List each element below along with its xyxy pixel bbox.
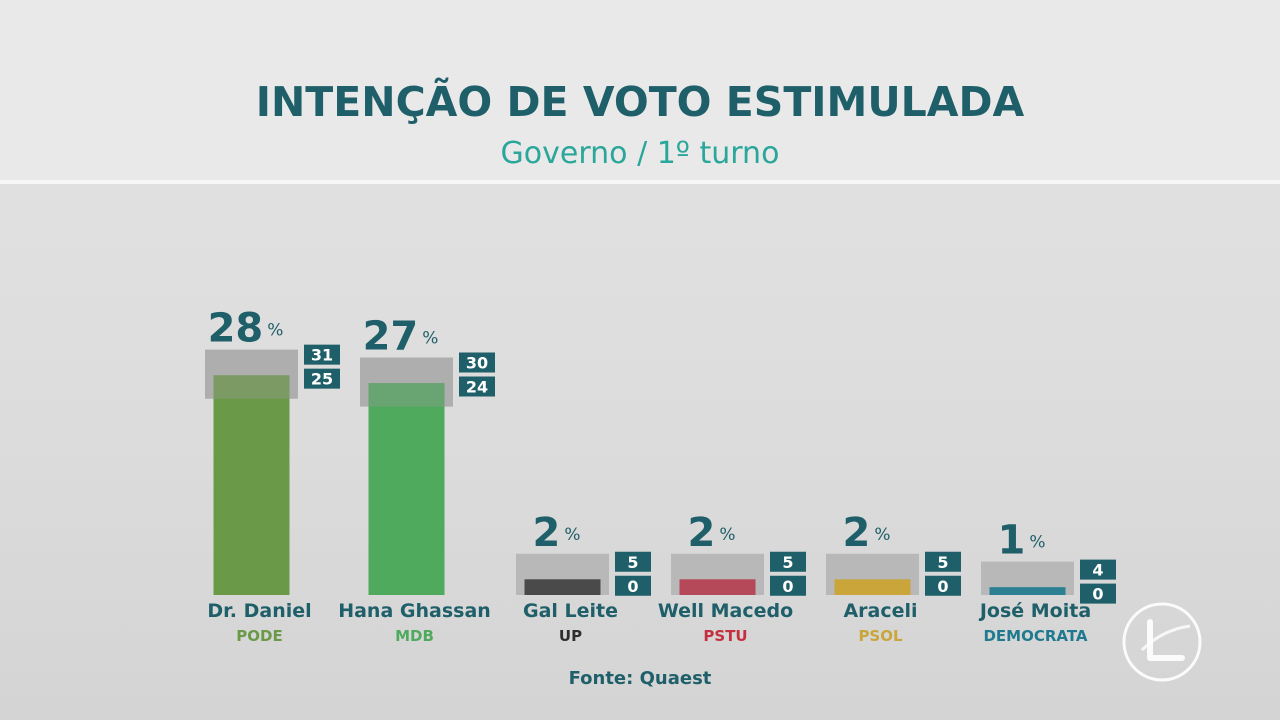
error-band-overlay [205, 349, 298, 399]
header-divider [0, 180, 1280, 184]
data-label: 2% [533, 510, 581, 556]
category-label: Hana Ghassan [338, 600, 491, 622]
lower-limit-badge [615, 575, 651, 596]
broadcaster-logo-icon [1122, 602, 1202, 682]
bar [368, 383, 445, 595]
party-label: UP [559, 627, 582, 645]
lower-limit-badge [770, 575, 806, 596]
party-label: PSOL [858, 627, 903, 645]
upper-limit-label: 5 [627, 553, 638, 572]
data-label: 1% [998, 518, 1046, 564]
source-label: Fonte: Quaest [568, 668, 712, 689]
party-label: PSTU [703, 627, 747, 645]
data-label: 27% [363, 314, 439, 360]
upper-limit-badge [304, 344, 340, 365]
category-label: Gal Leite [523, 600, 618, 622]
lower-limit-label: 0 [937, 577, 948, 596]
bar [524, 579, 601, 595]
lower-limit-badge [459, 376, 495, 397]
data-label: 28% [208, 306, 284, 352]
category-label: Araceli [843, 600, 917, 622]
lower-limit-label: 25 [311, 370, 333, 389]
upper-limit-badge [459, 352, 495, 373]
upper-limit-label: 5 [782, 553, 793, 572]
upper-limit-label: 4 [1092, 561, 1103, 580]
category-label: José Moita [978, 600, 1091, 622]
lower-limit-badge [304, 368, 340, 389]
bar [989, 587, 1066, 595]
lower-limit-label: 0 [782, 577, 793, 596]
party-label: PODE [236, 627, 282, 645]
lower-limit-label: 0 [1092, 585, 1103, 604]
category-label: Dr. Daniel [207, 600, 311, 622]
category-label: Well Macedo [658, 600, 793, 622]
bar [679, 579, 756, 595]
chart-subtitle: Governo / 1º turno [500, 136, 780, 171]
bar [834, 579, 911, 595]
data-label: 2% [843, 510, 891, 556]
party-label: DEMOCRATA [983, 627, 1087, 645]
chart-title: INTENÇÃO DE VOTO ESTIMULADA [255, 78, 1025, 126]
upper-limit-badge [1080, 559, 1116, 580]
error-band-overlay [360, 357, 453, 407]
bar [213, 375, 290, 595]
upper-limit-badge [925, 551, 961, 572]
lower-limit-badge [925, 575, 961, 596]
header-panel [0, 0, 1280, 180]
upper-limit-label: 31 [311, 346, 333, 365]
upper-limit-label: 30 [466, 354, 488, 373]
party-label: MDB [395, 627, 434, 645]
lower-limit-badge [1080, 583, 1116, 604]
upper-limit-badge [770, 551, 806, 572]
lower-limit-label: 24 [466, 378, 488, 397]
upper-limit-label: 5 [937, 553, 948, 572]
upper-limit-badge [615, 551, 651, 572]
lower-limit-label: 0 [627, 577, 638, 596]
data-label: 2% [688, 510, 736, 556]
